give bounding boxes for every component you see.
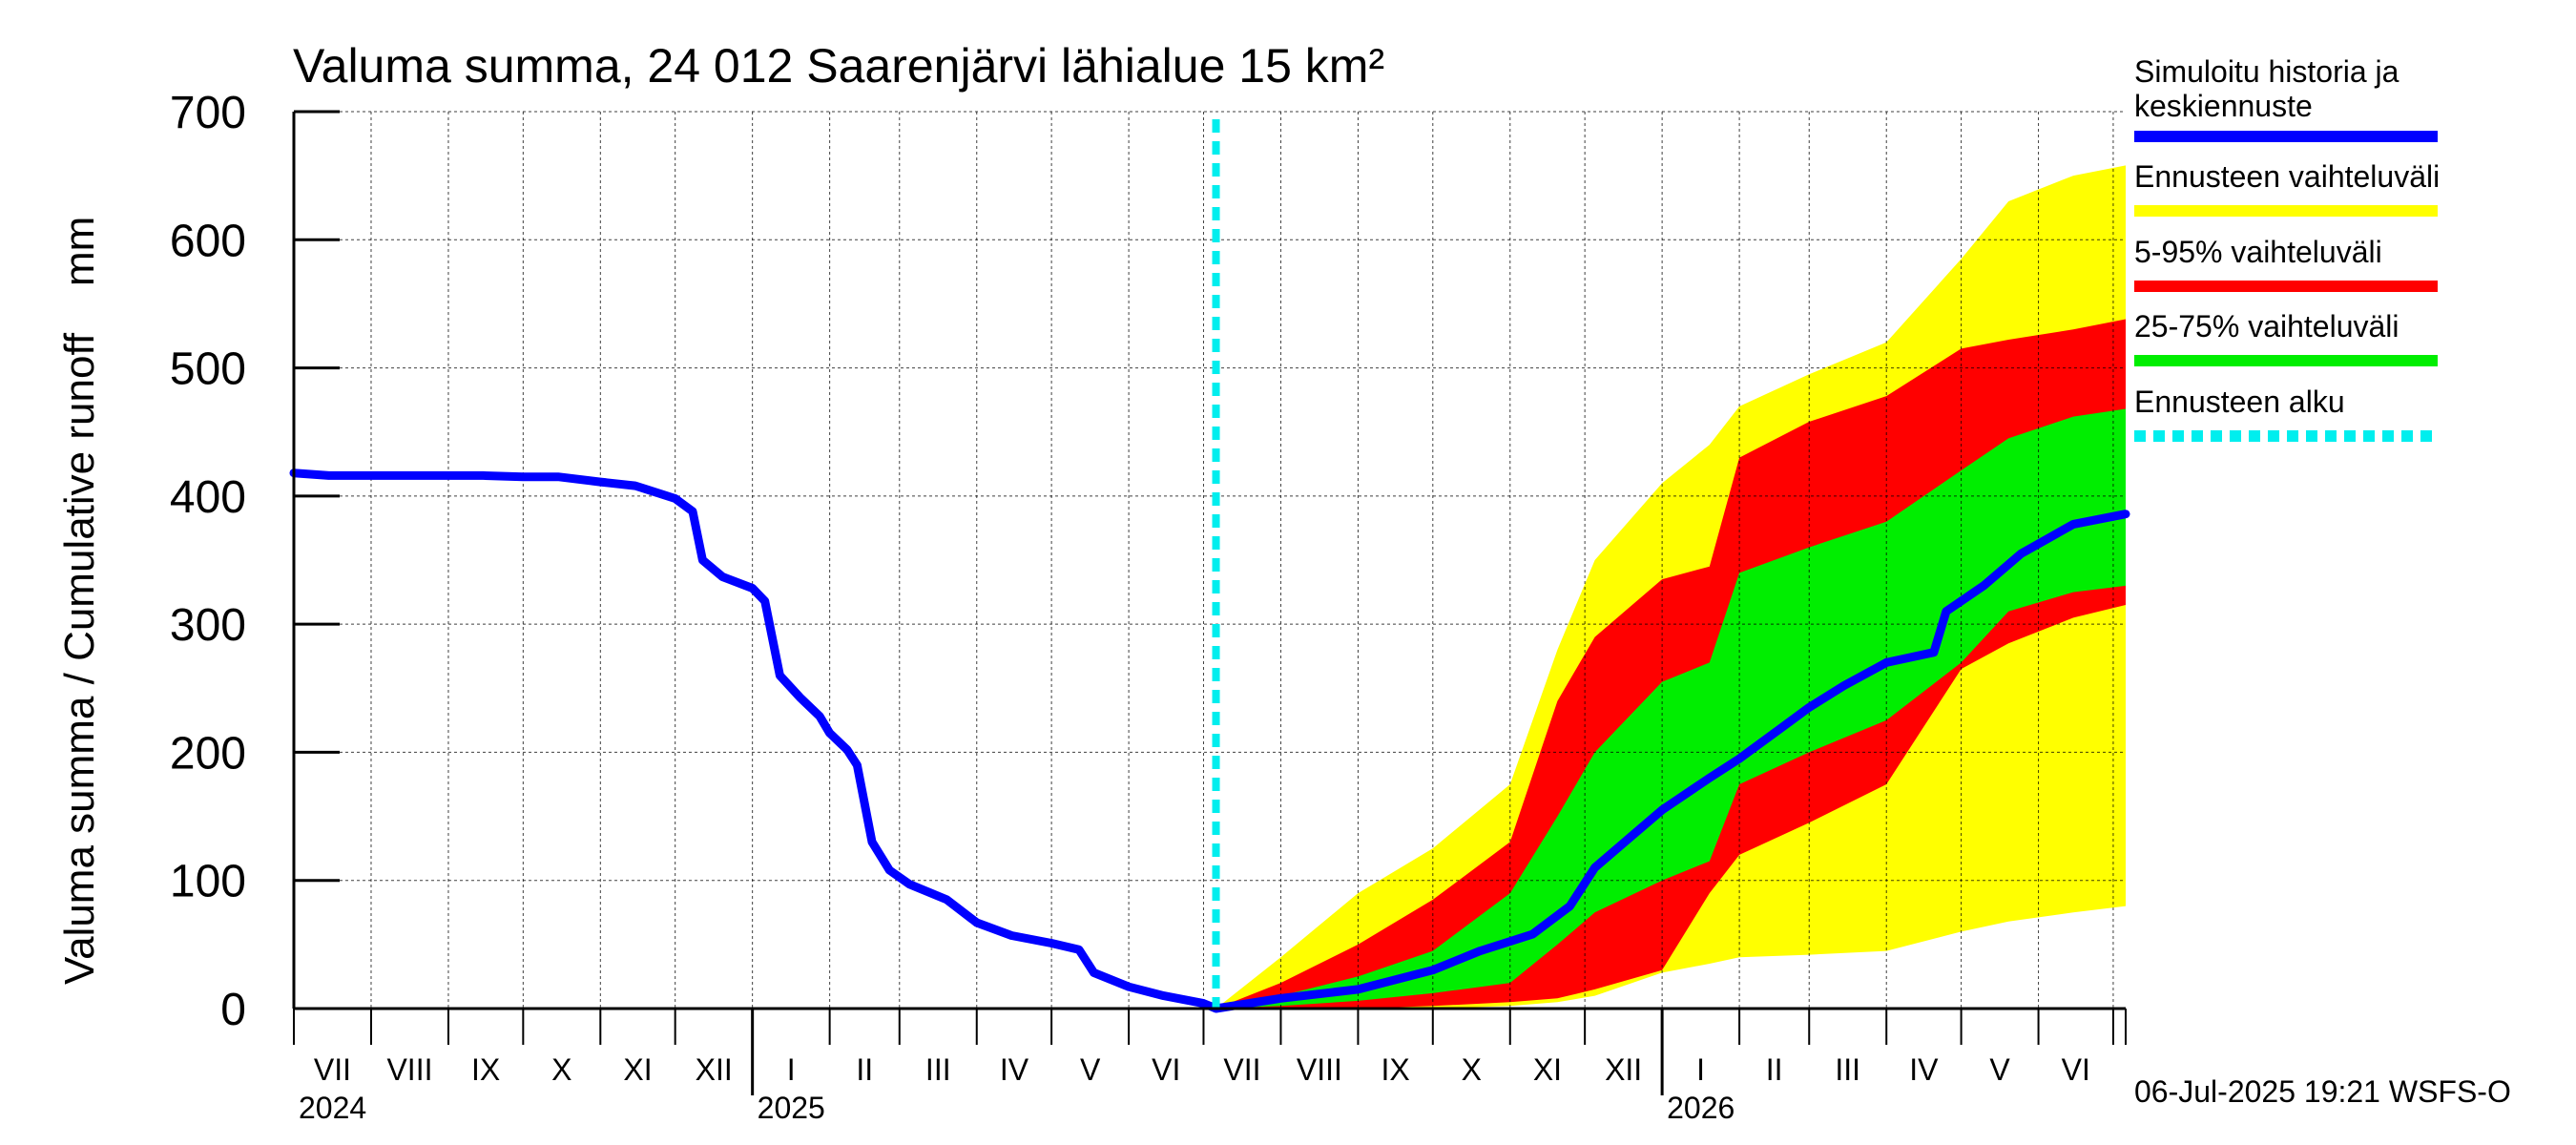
- x-month-label: VIII: [1297, 1052, 1342, 1087]
- x-month-label: IX: [1381, 1052, 1409, 1087]
- x-month-label: XI: [1533, 1052, 1562, 1087]
- x-month-label: II: [856, 1052, 873, 1087]
- x-month-label: IX: [471, 1052, 500, 1087]
- band-2: [1215, 319, 2126, 1009]
- x-month-label: I: [1696, 1052, 1705, 1087]
- legend-label: Ennusteen alku: [2134, 385, 2345, 419]
- y-tick-label: 200: [170, 728, 246, 779]
- chart-grid: [294, 111, 2126, 1009]
- forecast-bands: [1215, 165, 2126, 1009]
- y-tick-label: 100: [170, 857, 246, 907]
- y-tick-label: 0: [220, 985, 246, 1035]
- x-month-label: X: [551, 1052, 571, 1087]
- x-month-label: III: [925, 1052, 951, 1087]
- y-axis-label: Valuma summa / Cumulative runoff mm: [56, 217, 103, 985]
- y-axis: 0 100 200 300 400 500 600 700: [170, 88, 340, 1035]
- x-month-label: XI: [623, 1052, 652, 1087]
- x-month-label: IV: [1909, 1052, 1939, 1087]
- x-month-label: VII: [1223, 1052, 1260, 1087]
- plot-frame: [292, 112, 2126, 1010]
- x-year-label: 2024: [299, 1091, 366, 1125]
- x-axis: VII VIII IX X XI XII I II III IV V VI VII VIII IX X XI XI…: [293, 1009, 2127, 1125]
- x-month-label: VI: [2062, 1052, 2090, 1087]
- legend: Simuloitu historia ja keskiennuste Ennuste…: [2134, 54, 2440, 442]
- y-tick-label: 500: [170, 344, 246, 395]
- y-tick-label: 400: [170, 472, 246, 523]
- y-tick-label: 600: [170, 216, 246, 266]
- history-series: [289, 119, 2130, 1013]
- x-month-label: VI: [1152, 1052, 1180, 1087]
- history-median-line: [289, 468, 2130, 1013]
- legend-label: 5-95% vaihteluväli: [2134, 235, 2382, 269]
- x-month-label: XII: [1605, 1052, 1642, 1087]
- legend-label: Ennusteen vaihteluväli: [2134, 159, 2440, 194]
- x-month-label: V: [1080, 1052, 1101, 1087]
- x-month-label: XII: [696, 1052, 733, 1087]
- x-month-label: VII: [314, 1052, 351, 1087]
- legend-label: Simuloitu historia ja keskiennuste: [2134, 54, 2399, 123]
- x-month-label: VIII: [386, 1052, 432, 1087]
- y-tick-label: 700: [170, 88, 246, 138]
- x-month-label: II: [1766, 1052, 1783, 1087]
- legend-label: 25-75% vaihteluväli: [2134, 309, 2399, 344]
- band-3: [1215, 408, 2126, 1009]
- x-month-label: III: [1835, 1052, 1860, 1087]
- x-year-label: 2025: [758, 1091, 825, 1125]
- x-month-label: X: [1462, 1052, 1482, 1087]
- x-month-label: IV: [1000, 1052, 1029, 1087]
- x-year-label: 2026: [1667, 1091, 1735, 1125]
- chart-title: Valuma summa, 24 012 Saarenjärvi lähialu…: [293, 39, 1384, 93]
- x-month-label: V: [1989, 1052, 2010, 1087]
- x-month-label: I: [787, 1052, 796, 1087]
- y-tick-label: 300: [170, 600, 246, 651]
- footer-timestamp: 06-Jul-2025 19:21 WSFS-O: [2134, 1074, 2511, 1109]
